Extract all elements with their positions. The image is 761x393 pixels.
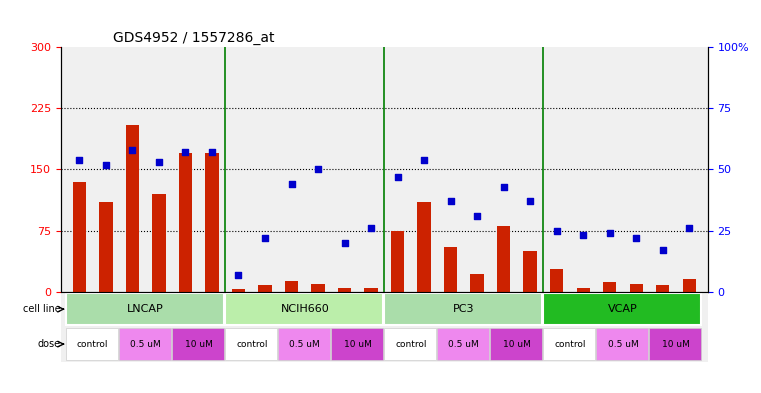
Point	[498, 184, 510, 190]
Point	[577, 232, 589, 239]
Bar	[550, 269, 563, 292]
FancyBboxPatch shape	[172, 329, 224, 360]
Point	[630, 235, 642, 241]
Bar	[524, 251, 537, 292]
Text: 0.5 uM: 0.5 uM	[130, 340, 161, 349]
Bar	[126, 125, 139, 292]
Bar	[603, 282, 616, 292]
Text: GDS4952 / 1557286_at: GDS4952 / 1557286_at	[113, 31, 274, 45]
FancyBboxPatch shape	[543, 329, 595, 360]
FancyBboxPatch shape	[384, 294, 542, 325]
Point	[683, 225, 696, 231]
Text: 0.5 uM: 0.5 uM	[448, 340, 479, 349]
Bar	[683, 279, 696, 292]
Point	[524, 198, 537, 204]
Bar	[391, 231, 404, 292]
Bar	[179, 153, 192, 292]
Text: 10 uM: 10 uM	[344, 340, 371, 349]
Text: dose: dose	[37, 339, 60, 349]
Point	[73, 156, 85, 163]
Point	[391, 174, 403, 180]
Point	[365, 225, 377, 231]
Point	[312, 166, 324, 173]
FancyBboxPatch shape	[225, 294, 383, 325]
FancyBboxPatch shape	[490, 329, 542, 360]
Bar	[365, 288, 377, 292]
Text: cell line: cell line	[23, 304, 60, 314]
Bar	[470, 274, 484, 292]
Bar	[629, 283, 643, 292]
Text: control: control	[77, 340, 108, 349]
Text: LNCAP: LNCAP	[127, 304, 164, 314]
Text: control: control	[554, 340, 586, 349]
Bar	[497, 226, 510, 292]
Bar	[205, 153, 218, 292]
Text: control: control	[395, 340, 427, 349]
Text: PC3: PC3	[453, 304, 475, 314]
FancyBboxPatch shape	[66, 294, 224, 325]
Point	[285, 181, 298, 187]
FancyBboxPatch shape	[649, 329, 701, 360]
Point	[100, 162, 112, 168]
Point	[603, 230, 616, 236]
FancyBboxPatch shape	[66, 329, 118, 360]
Point	[153, 159, 165, 165]
Point	[232, 272, 244, 278]
Point	[180, 149, 192, 156]
Point	[657, 247, 669, 253]
Point	[259, 235, 271, 241]
Bar	[285, 281, 298, 292]
FancyBboxPatch shape	[543, 294, 701, 325]
Point	[126, 147, 139, 153]
Bar	[259, 285, 272, 292]
FancyBboxPatch shape	[438, 329, 489, 360]
Text: NCIH660: NCIH660	[280, 304, 330, 314]
Bar	[577, 288, 590, 292]
Bar	[418, 202, 431, 292]
Bar	[444, 247, 457, 292]
Text: 10 uM: 10 uM	[185, 340, 212, 349]
FancyBboxPatch shape	[225, 329, 277, 360]
Point	[550, 228, 562, 234]
Text: 10 uM: 10 uM	[503, 340, 530, 349]
Point	[339, 240, 351, 246]
Bar	[656, 285, 669, 292]
Point	[418, 156, 430, 163]
Text: 0.5 uM: 0.5 uM	[289, 340, 320, 349]
Bar	[338, 288, 351, 292]
Bar	[152, 194, 166, 292]
Point	[471, 213, 483, 219]
Point	[444, 198, 457, 204]
FancyBboxPatch shape	[384, 329, 436, 360]
Text: 0.5 uM: 0.5 uM	[607, 340, 638, 349]
FancyBboxPatch shape	[279, 329, 330, 360]
FancyBboxPatch shape	[119, 329, 171, 360]
FancyBboxPatch shape	[597, 329, 648, 360]
Point	[206, 149, 218, 156]
Bar	[73, 182, 86, 292]
Text: control: control	[236, 340, 268, 349]
Bar	[100, 202, 113, 292]
Bar	[311, 283, 325, 292]
Bar	[232, 289, 245, 292]
FancyBboxPatch shape	[331, 329, 383, 360]
Text: VCAP: VCAP	[608, 304, 638, 314]
Text: 10 uM: 10 uM	[662, 340, 690, 349]
